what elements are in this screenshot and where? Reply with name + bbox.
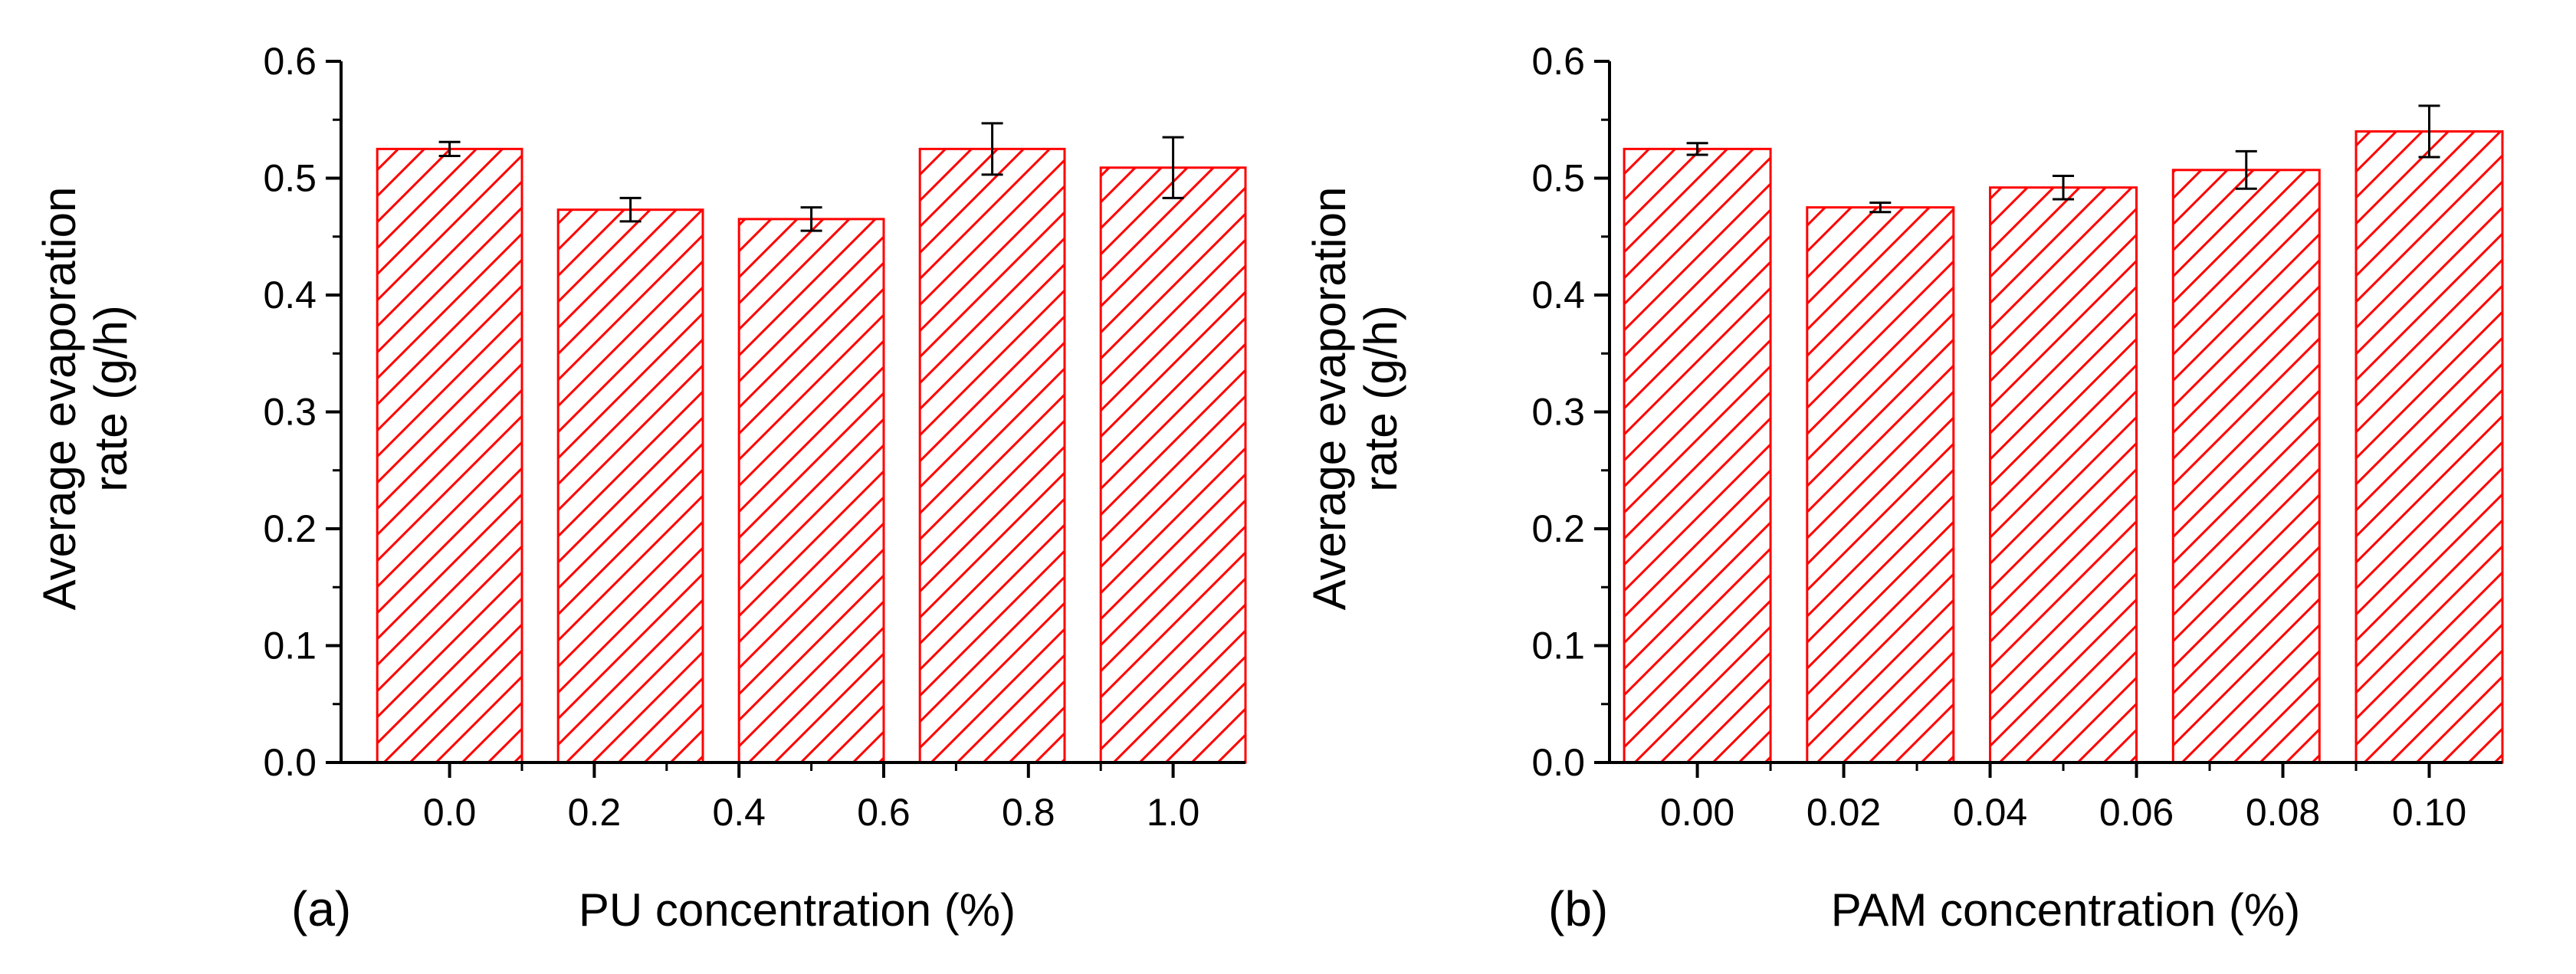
error-bar-b-0 (1686, 142, 1708, 156)
y-tick-label-b-5: 0.5 (1531, 157, 1585, 200)
bars-b (1623, 104, 2504, 764)
y-tick-label-b-4: 0.4 (1531, 274, 1585, 316)
bar-a-2 (737, 218, 885, 764)
error-bar-a-0 (438, 140, 461, 158)
x-tick-label-a-2: 0.4 (712, 791, 766, 834)
x-axis-ticks-a: 0.0 0.2 0.4 0.6 0.8 1.0 (423, 762, 1200, 834)
error-bar-b-4 (2418, 104, 2440, 159)
x-tick-label-a-4: 0.8 (1002, 791, 1055, 834)
x-tick-label-b-0: 0.00 (1660, 791, 1734, 834)
bar-a-1 (556, 208, 704, 764)
error-bar-b-1 (1869, 202, 1892, 214)
bar-b-2 (1989, 186, 2138, 764)
x-tick-label-b-1: 0.02 (1806, 791, 1881, 834)
bar-b-4 (2354, 130, 2504, 764)
y-axis-label-line1-b: Average evaporation (1304, 187, 1355, 611)
chart-panel-b: 0.00.10.20.30.40.50.6 0.00 0.02 0.04 0.06 0.… (1304, 40, 2504, 936)
y-tick-label-b-2: 0.2 (1531, 507, 1585, 550)
bar-a-3 (918, 147, 1066, 764)
x-tick-label-b-3: 0.06 (2099, 791, 2174, 834)
error-bar-a-2 (800, 206, 822, 232)
error-bar-a-3 (981, 122, 1003, 176)
bar-a-0 (376, 147, 523, 764)
x-axis-ticks-b: 0.00 0.02 0.04 0.06 0.08 0.10 (1660, 762, 2466, 834)
axes-b (1608, 61, 2502, 764)
y-tick-label-a-4: 0.4 (263, 274, 317, 316)
y-tick-label-a-0: 0.0 (263, 741, 317, 784)
y-tick-label-a-2: 0.2 (263, 507, 317, 550)
x-tick-label-b-5: 0.10 (2392, 791, 2466, 834)
y-axis-label-line2-b: rate (g/h) (1355, 305, 1406, 491)
x-tick-label-a-0: 0.0 (423, 791, 477, 834)
bar-b-3 (2171, 169, 2321, 764)
chart-panel-a: 0.0 0.1 0.2 0.3 0.4 0.5 0.6 0.0 0.2 0.4 0.6 0.8 1.0… (34, 40, 1247, 936)
y-axis-label-line2-a: rate (g/h) (85, 305, 136, 491)
bar-a-4 (1099, 166, 1247, 764)
panel-label-a: (a) (291, 881, 351, 936)
x-tick-label-a-5: 1.0 (1147, 791, 1200, 834)
x-tick-label-b-4: 0.08 (2246, 791, 2320, 834)
y-tick-label-b-1: 0.1 (1531, 625, 1585, 667)
y-tick-label-a-3: 0.3 (263, 391, 317, 434)
y-tick-label-a-5: 0.5 (263, 157, 317, 200)
y-tick-label-a-1: 0.1 (263, 625, 317, 667)
x-tick-label-b-2: 0.04 (1953, 791, 2027, 834)
y-tick-label-b-6: 0.6 (1531, 40, 1585, 83)
bar-b-0 (1623, 147, 1772, 764)
x-tick-label-a-1: 0.2 (568, 791, 622, 834)
error-bar-b-2 (2053, 174, 2075, 201)
panel-label-b: (b) (1548, 881, 1608, 936)
y-axis-ticks-a: 0.0 0.1 0.2 0.3 0.4 0.5 0.6 (263, 40, 341, 784)
y-axis-ticks-b: 0.0 0.1 0.2 0.3 0.4 0.5 0.6 (1531, 40, 1610, 784)
x-axis-label-a: PU concentration (%) (579, 884, 1016, 936)
y-axis-label-line1-a: Average evaporation (34, 187, 85, 611)
y-tick-label-b-3: 0.3 (1531, 391, 1585, 434)
y-tick-label-b-0: 0.0 (1531, 741, 1585, 784)
axes-a (340, 61, 1245, 764)
bar-b-1 (1806, 206, 1955, 764)
x-tick-label-a-3: 0.6 (857, 791, 911, 834)
error-bar-a-1 (619, 196, 642, 223)
bars-a (376, 122, 1247, 764)
y-tick-label-a-6: 0.6 (263, 40, 317, 83)
x-axis-label-b: PAM concentration (%) (1831, 884, 2300, 936)
error-bar-b-3 (2235, 149, 2257, 190)
error-bar-a-4 (1162, 136, 1184, 199)
